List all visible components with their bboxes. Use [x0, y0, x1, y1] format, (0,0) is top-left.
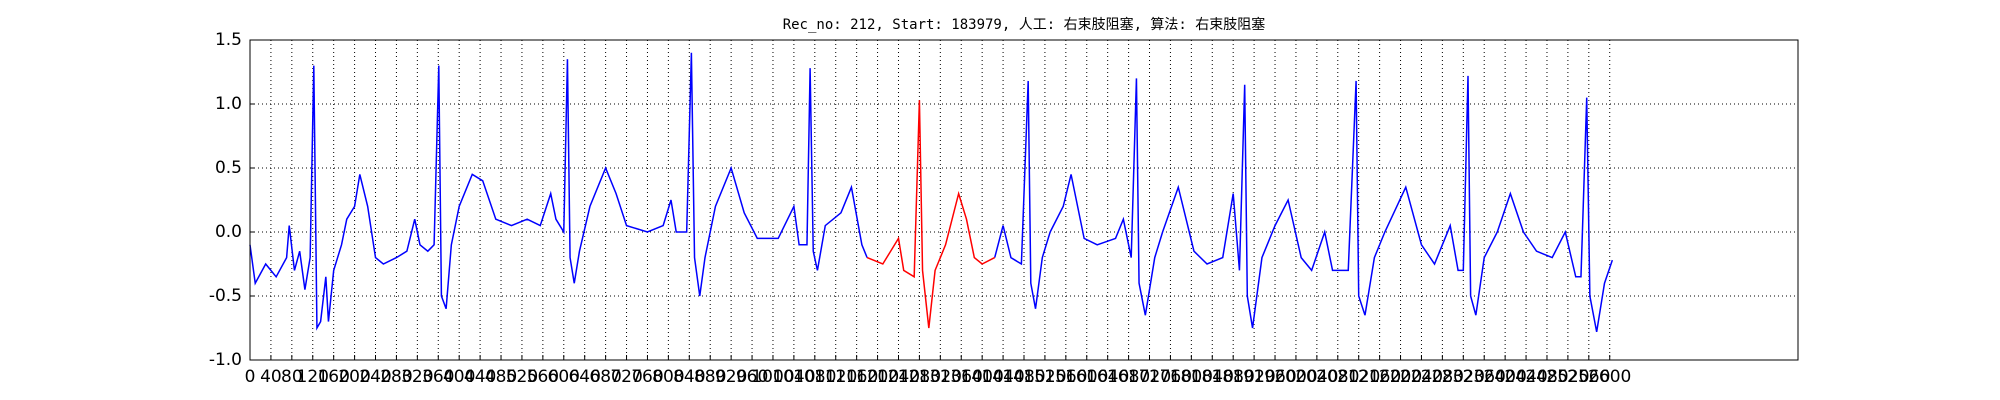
- x-tick-label: 2480: [1525, 367, 1568, 387]
- x-tick-label: 1200: [856, 367, 899, 387]
- x-tick-label: 1160: [835, 367, 878, 387]
- x-tick-label: 1360: [940, 367, 983, 387]
- series-line: [866, 100, 996, 329]
- x-tick-label: 1760: [1149, 367, 1192, 387]
- x-tick-label: 1960: [1253, 367, 1296, 387]
- x-tick-label: 2600: [1588, 367, 1631, 387]
- x-tick-label: 160: [317, 367, 349, 387]
- x-tick-label: 880: [694, 367, 726, 387]
- x-tick-label: 1440: [981, 367, 1024, 387]
- x-tick-label: 1080: [793, 367, 836, 387]
- x-tick-label: 2280: [1421, 367, 1464, 387]
- x-tick-label: 2360: [1463, 367, 1506, 387]
- x-tick-label: 360: [422, 367, 454, 387]
- y-tick-label: 0.5: [215, 158, 242, 178]
- x-tick-label: 960: [736, 367, 768, 387]
- x-tick-label: 600: [548, 367, 580, 387]
- x-tick-label: 1640: [1086, 367, 1129, 387]
- x-tick-label: 1280: [898, 367, 941, 387]
- chart-title: Rec_no: 212, Start: 183979, 人工: 右束肢阻塞, 算…: [783, 16, 1266, 33]
- x-tick-label: 1000: [751, 367, 794, 387]
- y-tick-label: 0.0: [215, 222, 242, 242]
- x-tick-label: 2200: [1379, 367, 1422, 387]
- series-line: [249, 52, 1614, 332]
- x-tick-label: 80: [281, 367, 303, 387]
- x-tick-label: 480: [485, 367, 517, 387]
- x-tick-label: 2160: [1358, 367, 1401, 387]
- x-tick-label: 40: [260, 367, 282, 387]
- x-tick-label: 280: [380, 367, 412, 387]
- x-tick-label: 1120: [814, 367, 857, 387]
- x-tick-label: 1600: [1065, 367, 1108, 387]
- x-tick-label: 1240: [877, 367, 920, 387]
- x-tick-label: 920: [715, 367, 747, 387]
- x-tick-label: 640: [568, 367, 600, 387]
- x-tick-label: 1320: [919, 367, 962, 387]
- x-tick-label: 1560: [1044, 367, 1087, 387]
- x-tick-label: 1880: [1212, 367, 1255, 387]
- x-tick-label: 2560: [1567, 367, 1610, 387]
- x-tick-label: 840: [673, 367, 705, 387]
- y-tick-label: 1.5: [215, 30, 242, 50]
- x-tick-label: 1800: [1170, 367, 1213, 387]
- x-tick-label: 120: [297, 367, 329, 387]
- y-tick-label: -1.0: [209, 350, 242, 370]
- x-tick-label: 2400: [1484, 367, 1527, 387]
- y-tick-label: -0.5: [209, 286, 242, 306]
- x-tick-label: 1480: [1002, 367, 1045, 387]
- x-tick-label: 400: [443, 367, 475, 387]
- x-tick-label: 1720: [1128, 367, 1171, 387]
- x-tick-label: 2520: [1546, 367, 1589, 387]
- x-tick-label: 2240: [1400, 367, 1443, 387]
- x-tick-label: 2040: [1295, 367, 1338, 387]
- x-tick-label: 800: [652, 367, 684, 387]
- x-tick-label: 760: [631, 367, 663, 387]
- x-tick-label: 1680: [1107, 367, 1150, 387]
- x-tick-label: 2000: [1274, 367, 1317, 387]
- x-tick-label: 520: [506, 367, 538, 387]
- x-tick-label: 2320: [1442, 367, 1485, 387]
- x-tick-label: 560: [527, 367, 559, 387]
- x-tick-label: 1040: [772, 367, 815, 387]
- x-tick-label: 320: [401, 367, 433, 387]
- plot-frame: [249, 39, 1799, 361]
- x-tick-label: 2440: [1504, 367, 1547, 387]
- x-tick-label: 200: [338, 367, 370, 387]
- x-tick-label: 440: [464, 367, 496, 387]
- x-tick-label: 2120: [1337, 367, 1380, 387]
- x-tick-label: 1840: [1191, 367, 1234, 387]
- x-tick-label: 0: [245, 367, 256, 387]
- x-tick-label: 720: [610, 367, 642, 387]
- x-tick-label: 1920: [1232, 367, 1275, 387]
- y-tick-label: 1.0: [215, 94, 242, 114]
- x-tick-label: 2080: [1316, 367, 1359, 387]
- x-tick-label: 680: [589, 367, 621, 387]
- x-tick-label: 1400: [961, 367, 1004, 387]
- x-tick-label: 1520: [1023, 367, 1066, 387]
- x-tick-label: 240: [359, 367, 391, 387]
